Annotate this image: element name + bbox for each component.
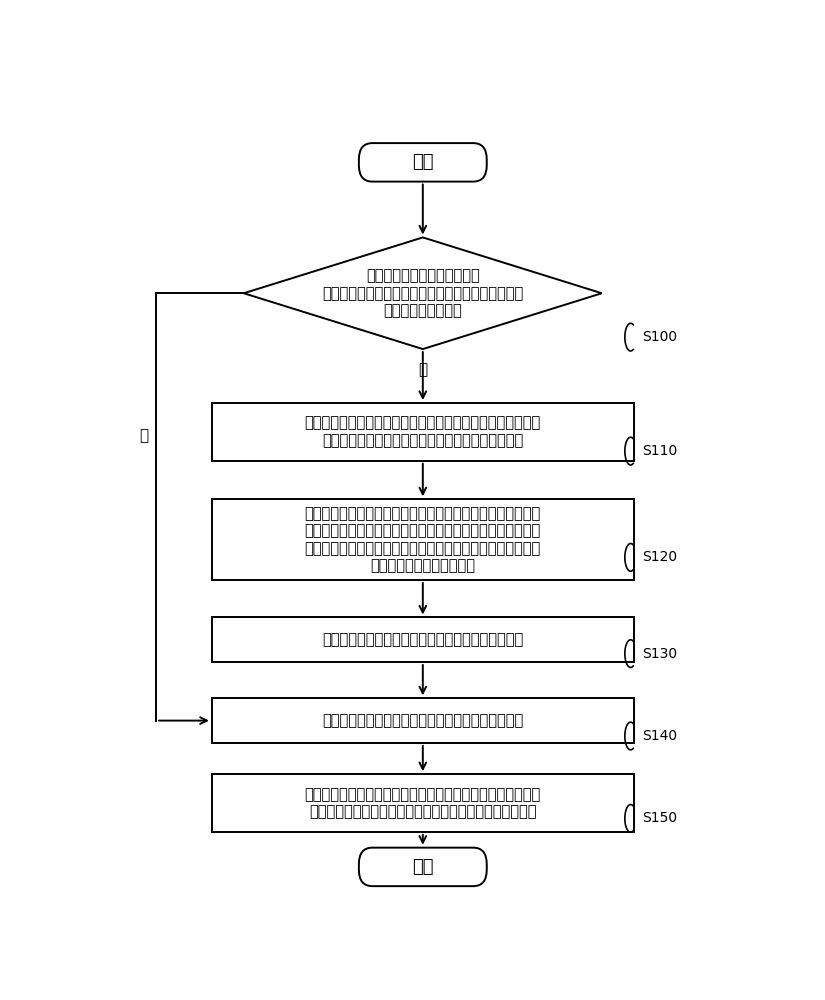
Polygon shape <box>244 237 602 349</box>
Text: 根据由车辆上一时刻的位姿信息和车辆当前运行状态确定的当
前位姿信息以及所述目标超声波测量值，更新历史环境地图: 根据由车辆上一时刻的位姿信息和车辆当前运行状态确定的当 前位姿信息以及所述目标超… <box>304 787 541 819</box>
Text: 结束: 结束 <box>412 858 434 876</box>
Text: 根据所述冲突序列中当前超声波测量值的初始化置信度、与所
述当前超声波测量值存在冲突的超声波测量值的初始化置信度
，对所述当前超声波测量值的置信度进行更新，获得所: 根据所述冲突序列中当前超声波测量值的初始化置信度、与所 述当前超声波测量值存在冲… <box>304 506 541 573</box>
Text: S150: S150 <box>642 811 677 825</box>
Bar <box>212 499 634 580</box>
Text: 是: 是 <box>418 362 427 377</box>
Text: S140: S140 <box>642 729 677 743</box>
Text: 根据多个超声波测量值在栅格
地图中表征的障碍物测量结果，判断所述多个超声波
测量值是否存在冲突: 根据多个超声波测量值在栅格 地图中表征的障碍物测量结果，判断所述多个超声波 测量… <box>323 268 523 318</box>
Text: S100: S100 <box>642 330 677 344</box>
FancyBboxPatch shape <box>359 143 487 182</box>
Text: S130: S130 <box>642 647 677 661</box>
Text: S110: S110 <box>642 444 677 458</box>
Text: 将当前剩余的超声波测量值确定为目标超声波测量值: 将当前剩余的超声波测量值确定为目标超声波测量值 <box>323 713 523 728</box>
Text: 否: 否 <box>139 428 148 443</box>
Bar <box>212 403 634 461</box>
Bar <box>212 774 634 832</box>
Bar <box>212 617 634 662</box>
Text: S120: S120 <box>642 550 677 564</box>
Text: 开始: 开始 <box>412 153 434 171</box>
FancyBboxPatch shape <box>359 848 487 886</box>
Text: 将存在冲突的至少两个超声波测量值构成冲突序列，并对所述
冲突序列中的每个超声波测量值的置信度进行初始化: 将存在冲突的至少两个超声波测量值构成冲突序列，并对所述 冲突序列中的每个超声波测… <box>304 416 541 448</box>
Text: 去除所述冲突序列中目标置信度最小的超声波测量值: 去除所述冲突序列中目标置信度最小的超声波测量值 <box>323 632 523 647</box>
Bar <box>212 698 634 743</box>
